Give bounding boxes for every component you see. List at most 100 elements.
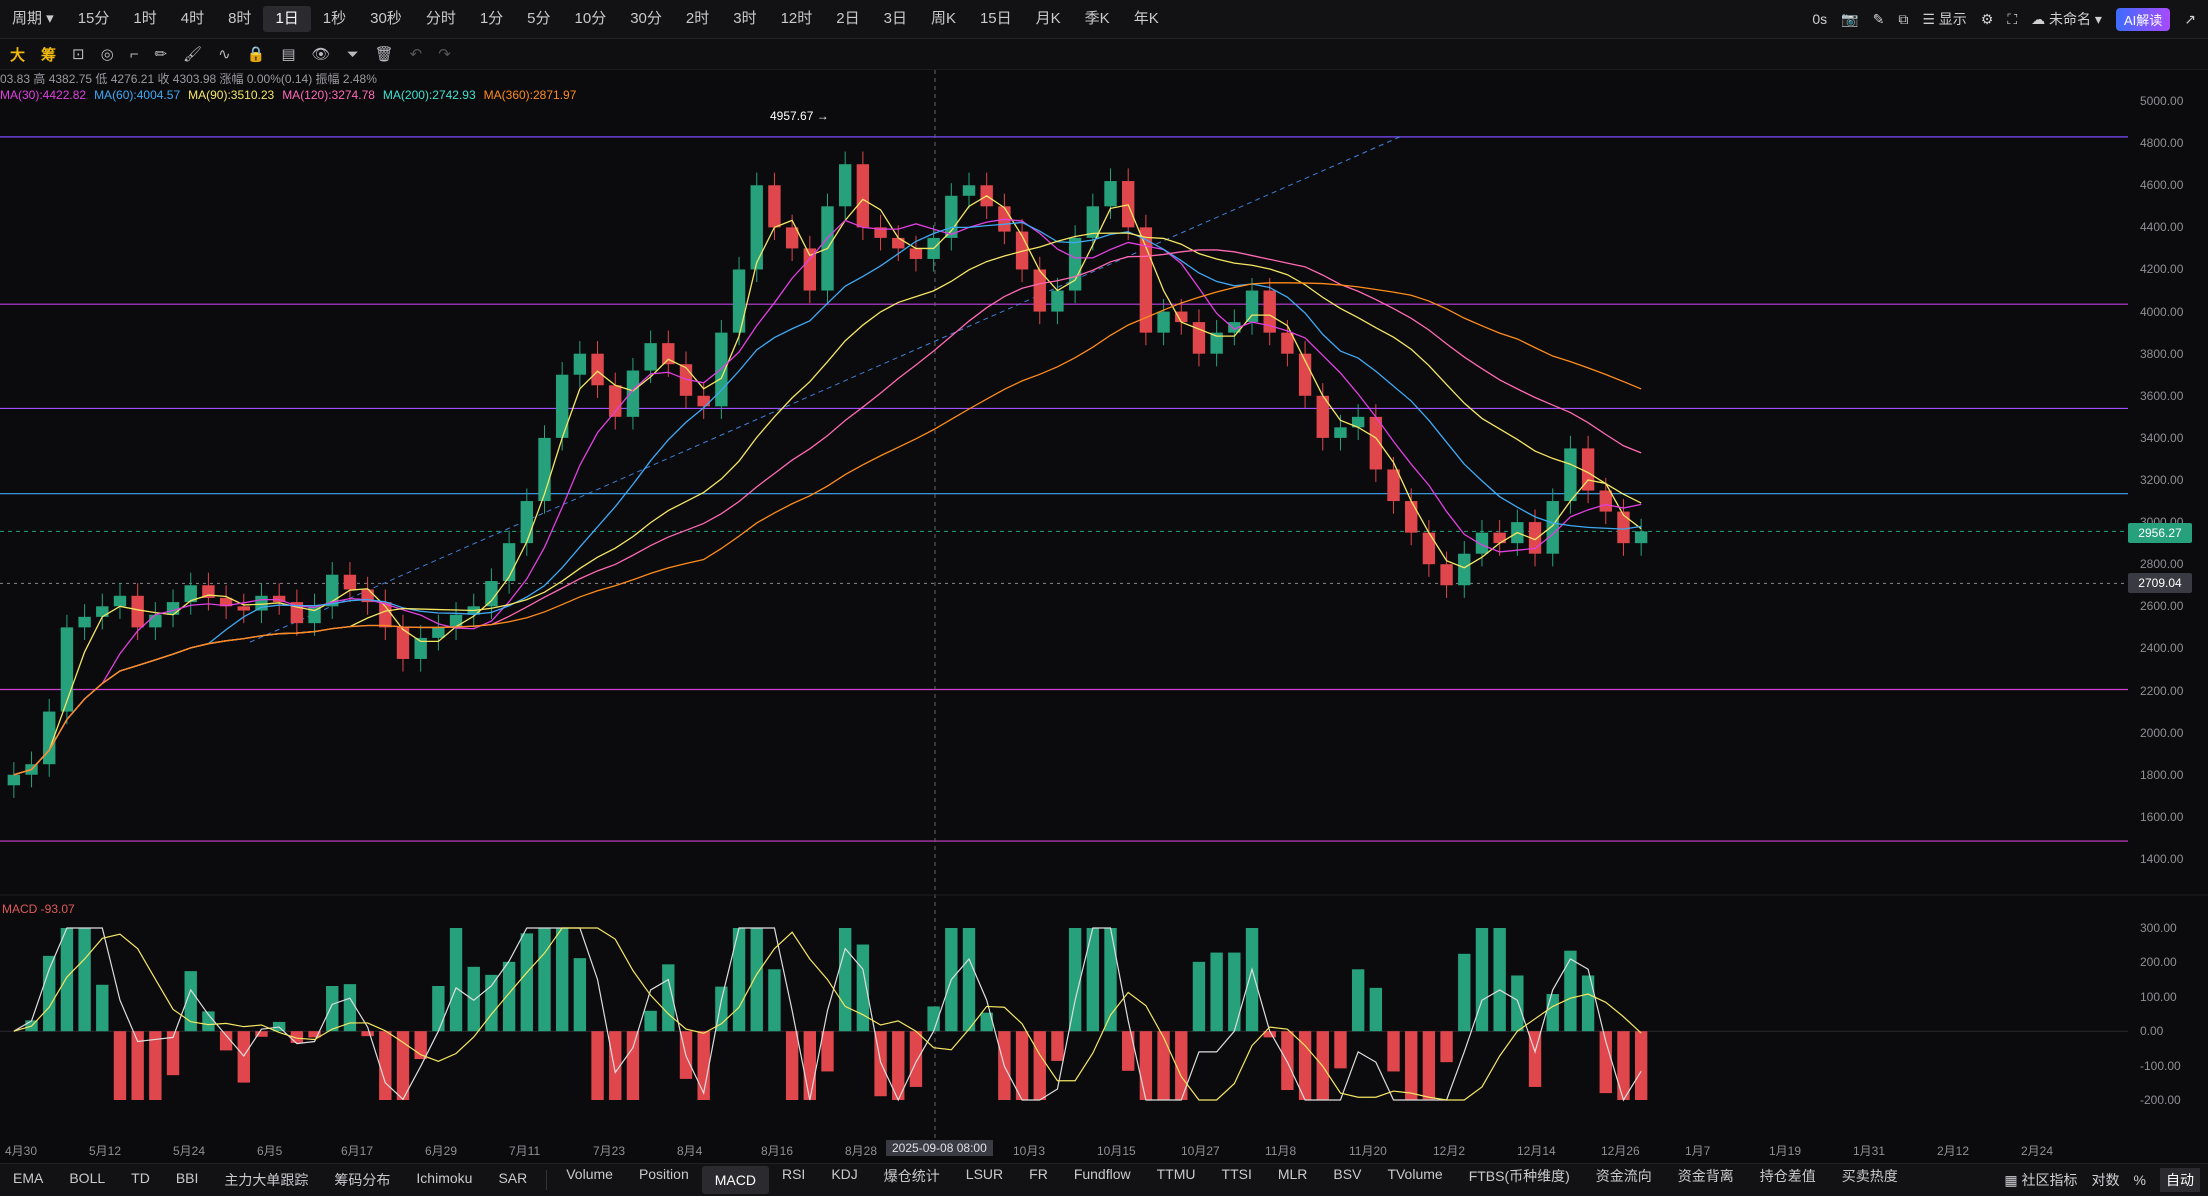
timeframe-0[interactable]: 15分	[77, 10, 110, 27]
pencil-icon[interactable]: ✏	[154, 46, 168, 63]
candle-body-39	[697, 395, 710, 407]
overlay-3[interactable]: BBI	[175, 1170, 199, 1186]
auto-toggle[interactable]: 自动	[2160, 1168, 2200, 1192]
popout-icon[interactable]: ⧉	[1898, 10, 1909, 27]
timeframe-3[interactable]: 8时	[228, 10, 252, 27]
fullscreen-icon[interactable]: ⛶	[2007, 10, 2018, 27]
big-order-toggle[interactable]: 大	[10, 46, 26, 64]
indicator-11[interactable]: MLR	[1277, 1166, 1308, 1182]
overlay-0[interactable]: EMA	[13, 1170, 44, 1186]
candle-body-64	[1139, 227, 1153, 333]
macd-bar-92	[1634, 1031, 1648, 1100]
indicator-3[interactable]: RSI	[781, 1166, 806, 1182]
indicator-8[interactable]: Fundflow	[1073, 1166, 1131, 1182]
candle-body-72	[1281, 332, 1294, 354]
timeframe-17[interactable]: 周K	[930, 10, 956, 27]
drawing-toggle-icon[interactable]: ◎	[100, 46, 114, 63]
ohlc-legend: 03.83 高 4382.75 低 4276.21 收 4303.98 涨幅 0…	[0, 72, 377, 86]
magnet-icon[interactable]: ⊡	[72, 46, 85, 63]
lock-icon[interactable]: 🔒	[246, 46, 266, 63]
indicator-9[interactable]: TTMU	[1156, 1166, 1196, 1182]
indicator-14[interactable]: FTBS(币种维度)	[1468, 1168, 1570, 1184]
time-axis[interactable]: 4月30 5月12 5月24 6月5 6月17 6月29 7月11 7月23 8月4 8月16 8月…	[0, 1138, 2128, 1160]
show-toggle[interactable]: ☰ 显示	[1922, 11, 1967, 27]
indicator-6[interactable]: LSUR	[965, 1166, 1004, 1182]
macd-bar-60	[1068, 928, 1082, 1032]
candle-body-63	[1122, 181, 1135, 228]
timeframe-1[interactable]: 1时	[133, 10, 157, 27]
measure-icon[interactable]: ▤	[281, 46, 296, 63]
candle-body-79	[1405, 501, 1418, 533]
price-tick-4: 4200.00	[2140, 262, 2184, 277]
indicator-5[interactable]: 爆仓统计	[883, 1168, 940, 1184]
pattern-icon[interactable]: ∿	[218, 46, 231, 63]
timeframe-bar: 周期 ▾ 15分 1时 4时 8时 1日 1秒 30秒 分时 1分 5分 10分 30分 2时 3时 12时…	[0, 0, 2208, 39]
chip-toggle[interactable]: 筹	[41, 46, 57, 64]
redo-icon[interactable]: ↷	[438, 46, 451, 63]
candle-body-48	[856, 164, 870, 228]
overlay-6[interactable]: Ichimoku	[416, 1170, 473, 1186]
timeframe-8[interactable]: 1分	[479, 10, 504, 27]
top-right-controls: 0s 📷 ✎ ⧉ ☰ 显示 ⚙ ⛶ ☁ 未命名 ▾ AI解读 ↗	[1812, 0, 2208, 38]
brush-icon[interactable]: 🖌	[183, 46, 203, 63]
macd-bar-85	[1511, 975, 1524, 1032]
overlay-7[interactable]: SAR	[498, 1170, 528, 1186]
timeframe-9[interactable]: 5分	[527, 10, 551, 27]
indicator-15[interactable]: 资金流向	[1595, 1168, 1652, 1184]
timeframe-16[interactable]: 3日	[883, 10, 907, 27]
indicator-13[interactable]: TVolume	[1387, 1166, 1443, 1182]
line-tool-icon[interactable]: ⌐	[129, 45, 139, 63]
draw-icon[interactable]: ✎	[1872, 10, 1885, 27]
log-toggle[interactable]: 对数	[2091, 1172, 2120, 1188]
timeframe-2[interactable]: 4时	[180, 10, 205, 27]
timeframe-19[interactable]: 月K	[1035, 10, 1061, 27]
settings-icon[interactable]: ⚙	[1980, 10, 1994, 27]
timeframe-20[interactable]: 季K	[1084, 10, 1110, 27]
time-tick-0: 4月30	[5, 1144, 38, 1158]
filter-icon[interactable]: ⏷	[346, 45, 359, 63]
macd-bar-66	[1175, 1031, 1188, 1100]
timeframe-5[interactable]: 1秒	[322, 10, 347, 27]
timeframe-14[interactable]: 12时	[780, 10, 813, 27]
timeframe-12[interactable]: 2时	[685, 10, 710, 27]
camera-icon[interactable]: 📷	[1841, 10, 1859, 27]
timeframe-6[interactable]: 30秒	[370, 10, 402, 27]
indicator-2[interactable]: MACD	[701, 1166, 769, 1194]
layout-name: 未命名	[2049, 11, 2092, 27]
ma-legend-item-3: MA(120):3274.78	[282, 88, 375, 102]
indicator-16[interactable]: 资金背离	[1677, 1168, 1734, 1184]
percent-toggle[interactable]: %	[2133, 1172, 2146, 1188]
period-dropdown[interactable]: 周期 ▾	[12, 10, 54, 27]
overlay-2[interactable]: TD	[131, 1170, 150, 1186]
indicator-12[interactable]: BSV	[1333, 1166, 1362, 1182]
indicator-17[interactable]: 持仓差值	[1759, 1168, 1816, 1184]
timeframe-7[interactable]: 分时	[425, 10, 456, 27]
indicator-1[interactable]: Position	[638, 1166, 689, 1182]
indicator-18[interactable]: 买卖热度	[1841, 1168, 1898, 1184]
timeframe-21[interactable]: 年K	[1133, 10, 1159, 27]
trash-icon[interactable]: 🗑	[374, 46, 394, 63]
eye-icon[interactable]: 👁	[311, 46, 331, 63]
indicator-0[interactable]: Volume	[566, 1166, 613, 1182]
overlay-1[interactable]: BOLL	[69, 1170, 106, 1186]
timeframe-11[interactable]: 30分	[630, 10, 662, 27]
timeframe-18[interactable]: 15日	[979, 10, 1012, 27]
timeframe-4[interactable]: 1日	[263, 6, 311, 32]
timeframe-15[interactable]: 2日	[836, 10, 860, 27]
indicator-4[interactable]: KDJ	[831, 1166, 858, 1182]
price-axis[interactable]: 5000.00 4800.00 4600.00 4400.00 4200.00 4000.…	[2128, 70, 2208, 1160]
indicator-10[interactable]: TTSI	[1221, 1166, 1252, 1182]
share-icon[interactable]: ↗	[2184, 10, 2196, 27]
undo-icon[interactable]: ↶	[409, 46, 423, 63]
overlay-4[interactable]: 主力大单跟踪	[224, 1172, 309, 1188]
ai-analysis-button[interactable]: AI解读	[2115, 7, 2171, 31]
layout-dropdown[interactable]: ☁ 未命名 ▾	[2031, 11, 2102, 27]
timeframe-13[interactable]: 3时	[733, 10, 757, 27]
overlay-5[interactable]: 筹码分布	[334, 1172, 391, 1188]
indicator-7[interactable]: FR	[1029, 1166, 1048, 1182]
timeframe-10[interactable]: 10分	[574, 10, 607, 27]
community-indicators[interactable]: ▦ 社区指标	[2004, 1172, 2078, 1188]
macd-bar-80	[1422, 1031, 1436, 1100]
cursor-time-label: 2025-09-08 08:00	[886, 1140, 993, 1156]
